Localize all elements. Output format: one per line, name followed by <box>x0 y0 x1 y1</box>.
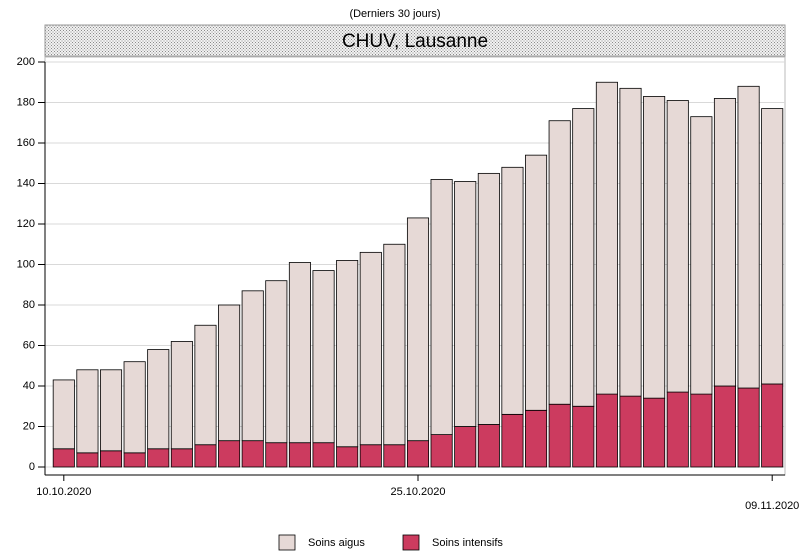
bar-segment <box>265 442 288 468</box>
bar-segment <box>383 444 406 468</box>
bar-segment <box>336 446 359 468</box>
bar-segment <box>406 217 430 442</box>
bar-segment <box>76 369 99 454</box>
bar-segment <box>501 166 524 415</box>
bar-segment <box>265 280 288 444</box>
bar-segment <box>170 448 193 468</box>
bar-segment <box>761 383 784 468</box>
bar-segment <box>713 98 736 387</box>
bar-segment <box>218 304 241 442</box>
bar-segment <box>525 154 548 411</box>
bar-segment <box>288 442 311 468</box>
bar-segment <box>336 260 359 448</box>
bar-segment <box>170 341 193 450</box>
bar-segment <box>454 181 477 427</box>
x-tick-label: 25.10.2020 <box>390 486 445 498</box>
bar-segment <box>194 324 217 446</box>
bar-segment <box>100 369 123 452</box>
bar-segment <box>241 440 264 468</box>
chart-title: CHUV, Lausanne <box>342 31 488 52</box>
legend-label: Soins intensifs <box>432 537 503 549</box>
bar-segment <box>548 120 571 405</box>
legend-swatch <box>402 534 420 551</box>
title-box <box>44 24 786 57</box>
bar-segment <box>643 96 666 399</box>
bar-segment <box>430 434 453 468</box>
y-tick-label: 100 <box>17 258 35 270</box>
bar-segment <box>218 440 241 468</box>
bar-segment <box>666 100 689 393</box>
bar-segment <box>123 452 146 468</box>
y-tick-label: 0 <box>29 461 35 473</box>
bar-segment <box>359 444 382 468</box>
bar-segment <box>147 448 170 468</box>
y-tick-label: 120 <box>17 218 35 230</box>
legend-swatch <box>278 534 296 551</box>
bar-segment <box>477 172 500 425</box>
bar-segment <box>454 426 477 468</box>
y-tick-label: 160 <box>17 137 35 149</box>
bar-segment <box>430 179 453 435</box>
bar-segment <box>690 116 713 395</box>
legend-label: Soins aigus <box>308 537 365 549</box>
y-tick-label: 60 <box>23 339 35 351</box>
y-tick-label: 80 <box>23 299 35 311</box>
y-tick-label: 20 <box>23 420 35 432</box>
bar-segment <box>572 405 595 468</box>
chart-subtitle: (Derniers 30 jours) <box>349 8 440 20</box>
bar-segment <box>595 81 618 395</box>
bar-segment <box>690 393 713 468</box>
y-tick-label: 40 <box>23 380 35 392</box>
bar-segment <box>619 87 642 397</box>
bar-segment <box>761 108 784 385</box>
bar-segment <box>666 391 689 468</box>
bar-segment <box>713 385 736 468</box>
x-tick-label: 10.10.2020 <box>36 486 91 498</box>
y-tick-label: 180 <box>17 96 35 108</box>
bar-segment <box>383 243 406 446</box>
bar-segment <box>737 387 760 468</box>
y-tick-label: 200 <box>17 56 35 68</box>
bar-segment <box>52 379 75 450</box>
bar-segment <box>406 440 430 468</box>
bar-segment <box>548 403 571 468</box>
bar-segment <box>52 448 75 468</box>
bar-segment <box>288 262 311 444</box>
bar-segment <box>312 442 335 468</box>
bar-segment <box>737 85 760 389</box>
bar-segment <box>572 108 595 407</box>
bar-segment <box>525 409 548 468</box>
bar-segment <box>100 450 123 468</box>
x-tick-label: 09.11.2020 <box>745 500 799 512</box>
y-tick-label: 140 <box>17 177 35 189</box>
bar-segment <box>619 395 642 468</box>
bar-segment <box>643 397 666 468</box>
bar-segment <box>76 452 99 468</box>
bar-segment <box>147 349 170 450</box>
bar-segment <box>123 361 146 454</box>
bar-segment <box>359 251 382 446</box>
bar-segment <box>477 424 500 468</box>
bar-segment <box>241 290 264 442</box>
bar-segment <box>194 444 217 468</box>
bar-segment <box>595 393 618 468</box>
bar-segment <box>501 413 524 468</box>
bar-segment <box>312 270 335 444</box>
